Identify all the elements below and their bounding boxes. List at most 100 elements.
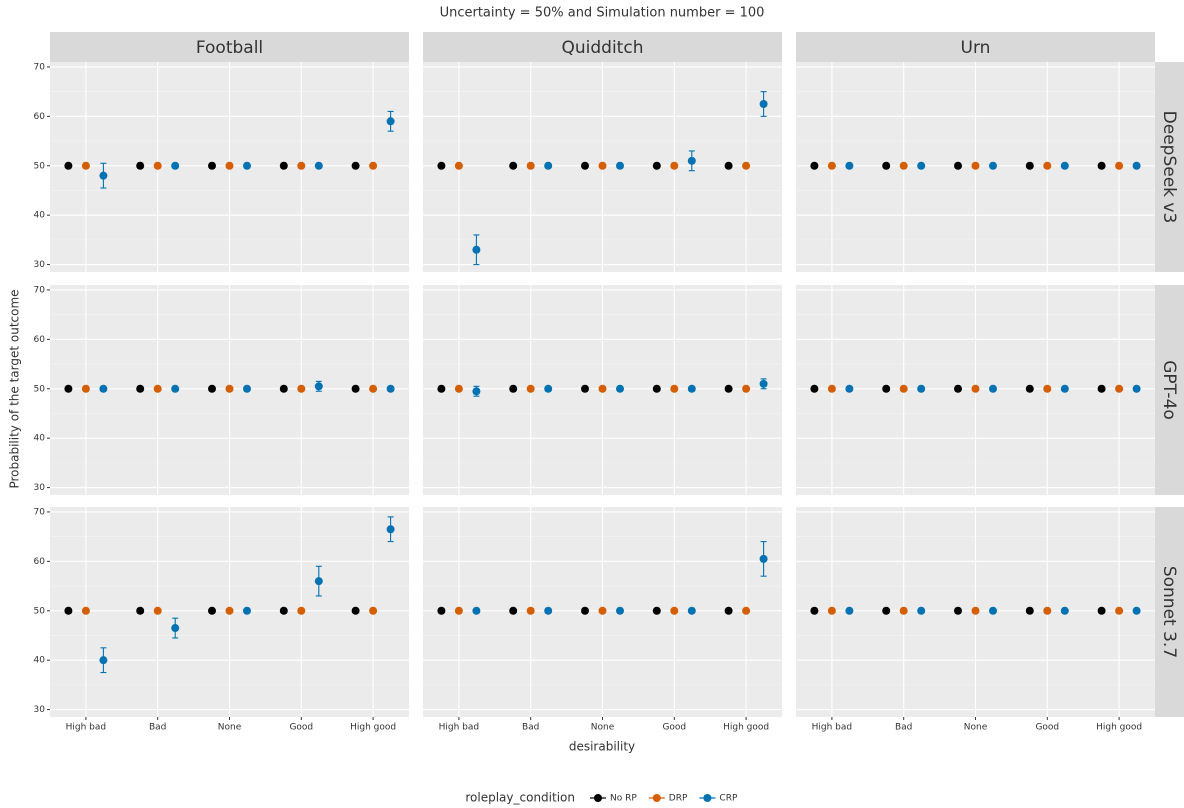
y-tick-label: 50 <box>34 384 46 394</box>
point <box>297 606 306 615</box>
point <box>386 384 395 393</box>
y-tick-label: 30 <box>34 705 46 715</box>
point <box>1060 606 1069 615</box>
point <box>616 161 624 170</box>
point <box>526 606 535 615</box>
point <box>724 606 733 615</box>
point <box>64 161 73 170</box>
x-tick-label: None <box>218 723 242 733</box>
point <box>314 577 323 586</box>
point <box>899 161 908 170</box>
point <box>687 606 696 615</box>
point <box>208 384 216 393</box>
point <box>917 606 926 615</box>
point <box>279 384 288 393</box>
point <box>989 606 997 615</box>
point <box>386 525 395 534</box>
point <box>759 100 768 108</box>
legend-key <box>652 794 661 802</box>
point <box>954 606 962 615</box>
legend-label: CRP <box>719 794 738 804</box>
legend-label: No RP <box>610 794 637 804</box>
x-tick-label: High bad <box>66 723 107 733</box>
point <box>971 384 980 393</box>
point <box>670 384 679 393</box>
point <box>99 171 108 180</box>
point <box>171 384 180 393</box>
point <box>225 606 234 615</box>
strip-label: DeepSeek v3 <box>1159 111 1179 224</box>
point <box>1043 606 1052 615</box>
point <box>616 384 624 393</box>
point <box>64 606 73 615</box>
point <box>544 606 553 615</box>
point <box>1132 161 1141 170</box>
point <box>917 384 926 393</box>
point <box>136 606 145 615</box>
point <box>971 161 980 170</box>
point <box>810 606 819 615</box>
point <box>153 606 162 615</box>
point <box>171 624 180 633</box>
strip-label: Football <box>196 38 263 58</box>
point <box>598 606 607 615</box>
point <box>386 117 395 126</box>
legend-key <box>594 794 602 802</box>
point <box>1132 606 1141 615</box>
point <box>827 606 836 615</box>
point <box>351 606 360 615</box>
point <box>827 384 836 393</box>
point <box>652 606 661 615</box>
point <box>279 161 288 170</box>
point <box>742 161 751 170</box>
point <box>1115 384 1124 393</box>
x-tick-label: High bad <box>439 723 480 733</box>
point <box>1097 384 1106 393</box>
point <box>616 606 624 615</box>
x-tick-label: High good <box>1096 723 1142 733</box>
point <box>208 606 216 615</box>
x-tick-label: None <box>591 723 615 733</box>
point <box>509 384 518 393</box>
point <box>670 161 679 170</box>
strip <box>1155 285 1184 495</box>
x-tick-label: Bad <box>895 723 912 733</box>
point <box>845 606 854 615</box>
strip <box>423 32 782 62</box>
point <box>351 384 360 393</box>
point <box>81 606 90 615</box>
point <box>882 384 891 393</box>
chart-title: Uncertainty = 50% and Simulation number … <box>440 6 765 21</box>
point <box>454 161 463 170</box>
strip <box>796 32 1155 62</box>
point <box>724 161 733 170</box>
point <box>954 384 962 393</box>
y-tick-label: 60 <box>34 335 46 345</box>
x-tick-label: High good <box>350 723 396 733</box>
point <box>1060 384 1069 393</box>
point <box>472 245 481 254</box>
point <box>882 606 891 615</box>
point <box>1025 384 1034 393</box>
point <box>652 161 661 170</box>
point <box>153 384 162 393</box>
y-tick-label: 50 <box>34 606 46 616</box>
x-tick-label: High good <box>723 723 769 733</box>
point <box>437 606 446 615</box>
point <box>989 384 997 393</box>
point <box>454 606 463 615</box>
point <box>742 384 751 393</box>
point <box>1097 161 1106 170</box>
point <box>526 384 535 393</box>
point <box>208 161 216 170</box>
point <box>509 161 518 170</box>
point <box>99 384 108 393</box>
x-tick-label: Bad <box>522 723 539 733</box>
point <box>687 156 696 165</box>
point <box>351 161 360 170</box>
point <box>526 161 535 170</box>
point <box>544 384 553 393</box>
point <box>670 606 679 615</box>
point <box>314 382 323 391</box>
point <box>1025 161 1034 170</box>
